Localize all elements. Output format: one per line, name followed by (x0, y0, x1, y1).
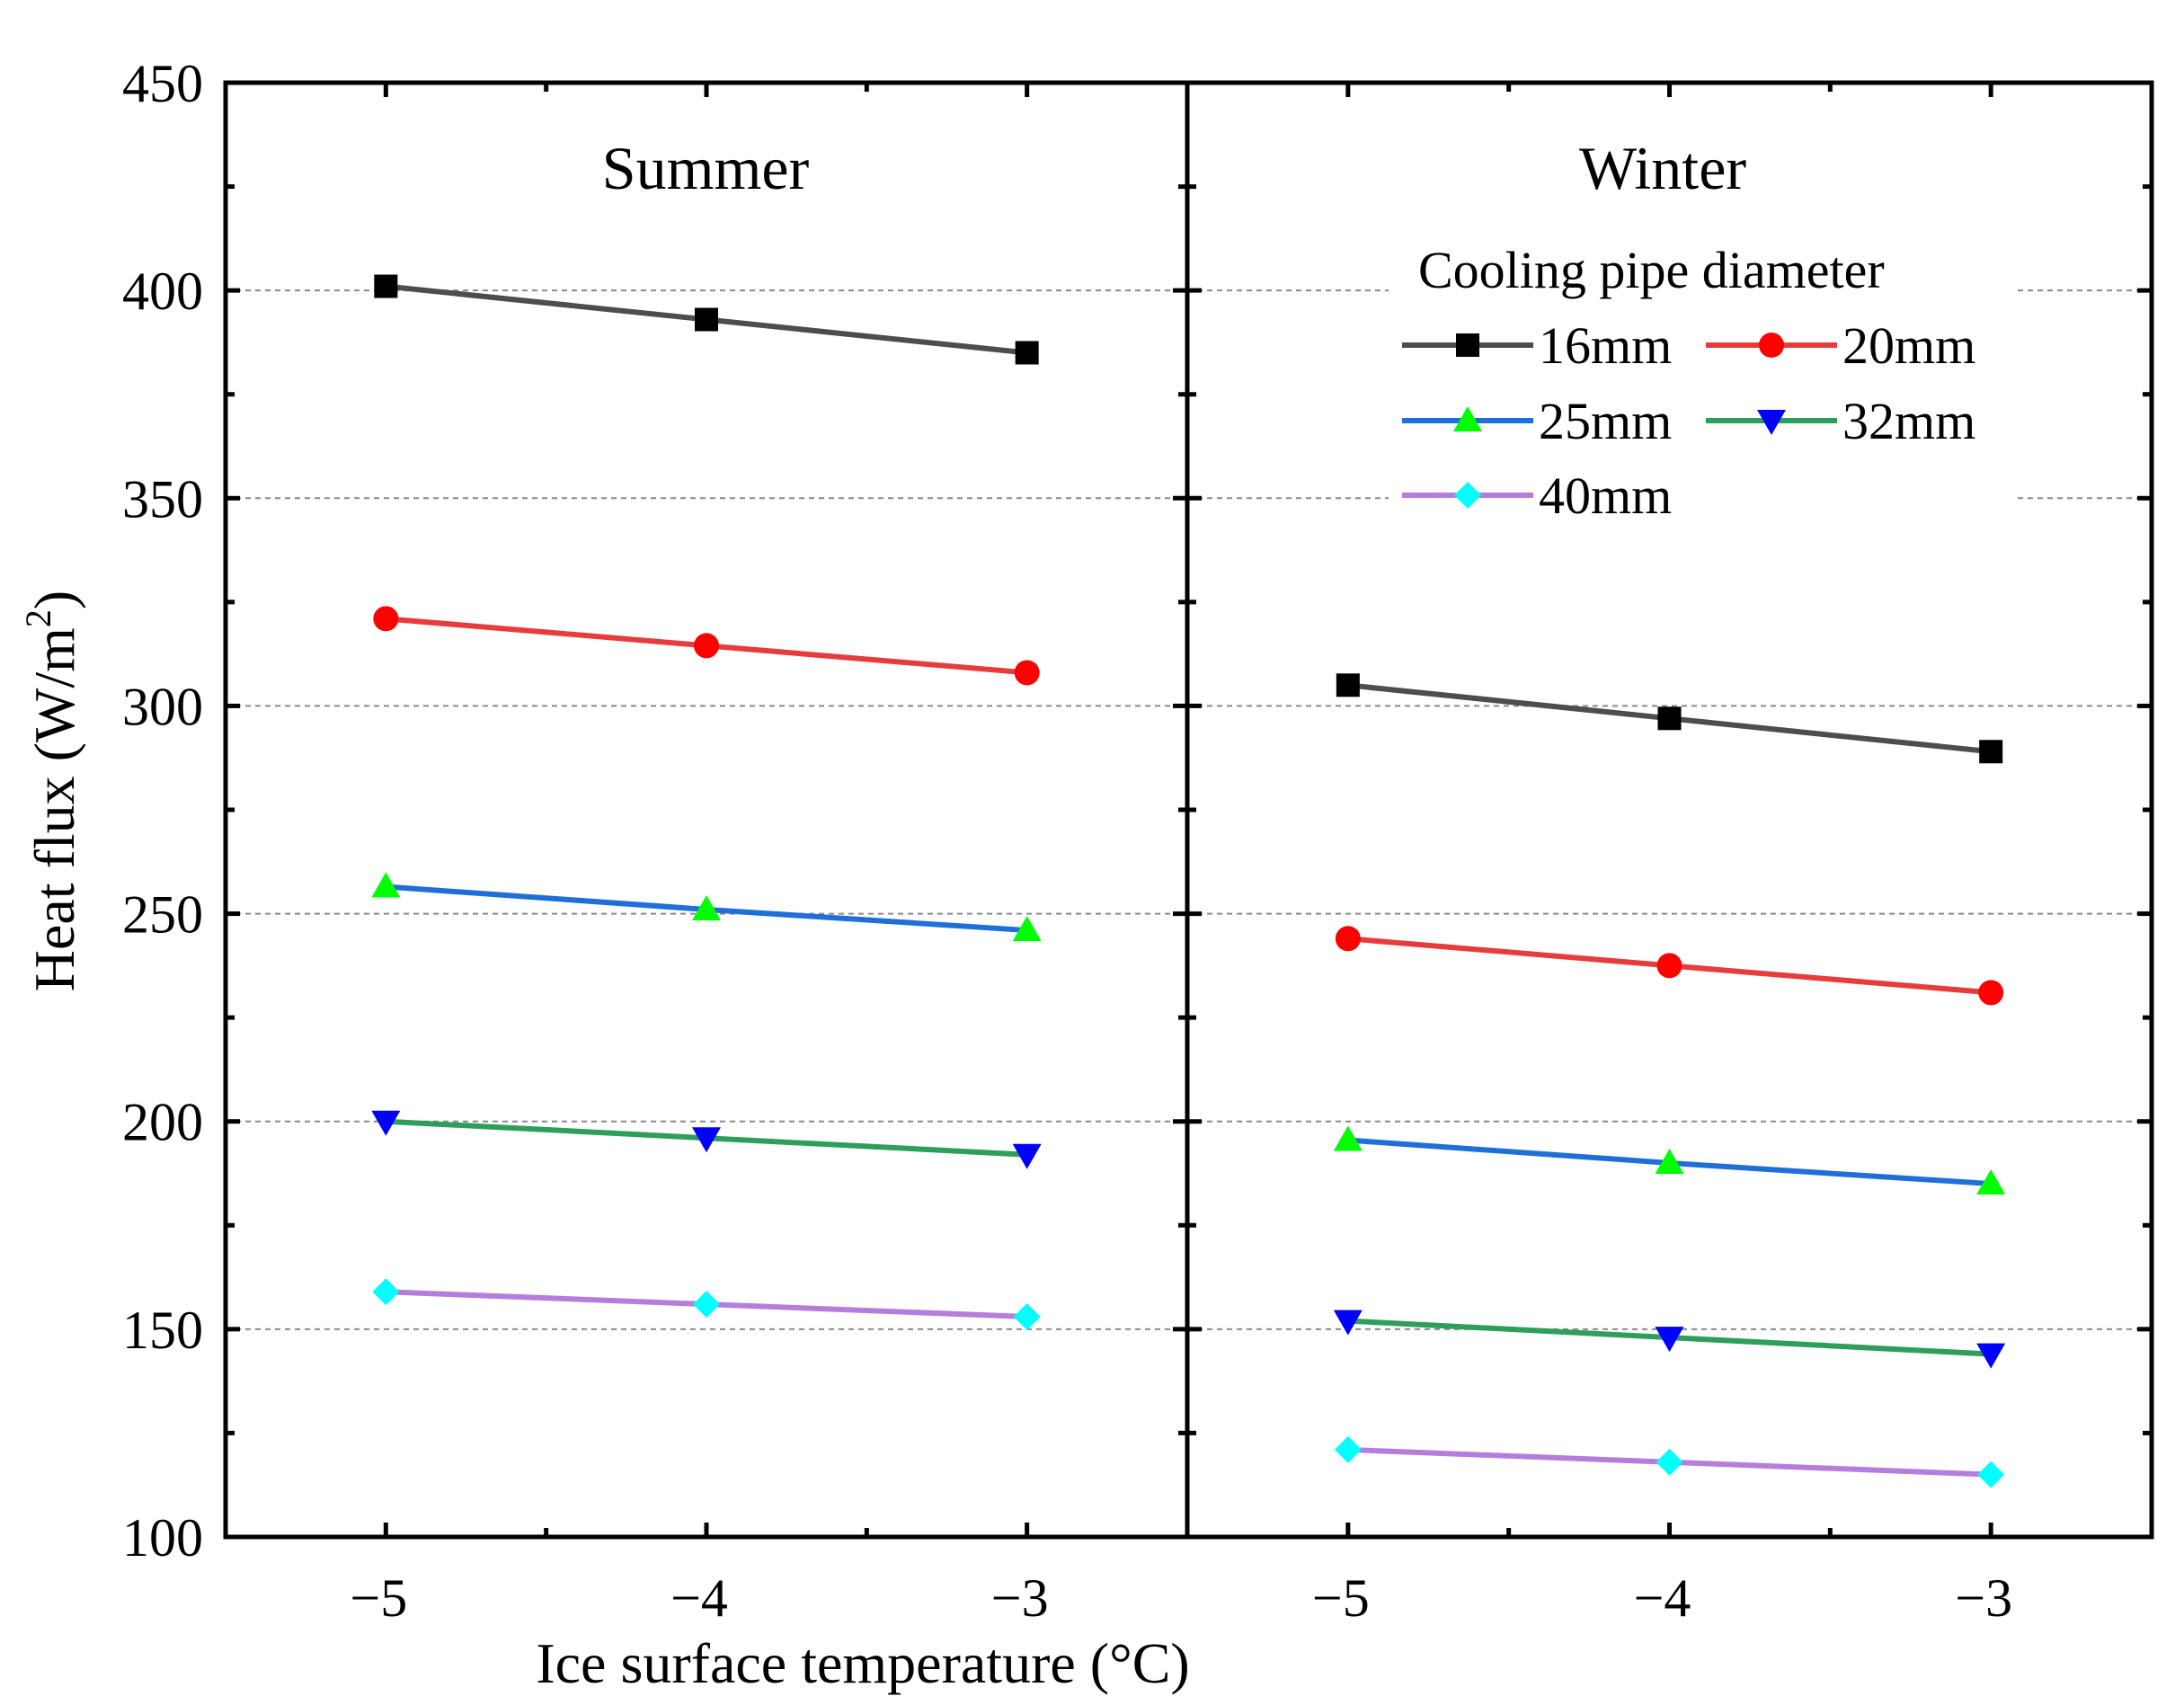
legend-label-32mm: 32mm (1842, 392, 1975, 450)
y-axis-title-superscript: 2 (18, 609, 58, 627)
data-point-32mm-winter (1333, 1310, 1363, 1336)
xtick-label: −3 (991, 1568, 1049, 1628)
data-point-32mm-summer (692, 1127, 721, 1153)
legend: Cooling pipe diameter 16mm 20mm 25mm 32mm 40m… (1389, 229, 2018, 526)
data-point-16mm-summer (695, 307, 718, 332)
xtick-label: −4 (1634, 1568, 1691, 1628)
data-point-16mm-summer (374, 274, 398, 298)
legend-marker-40mm (1454, 482, 1481, 509)
ytick-label: 300 (122, 677, 203, 736)
data-point-25mm-winter (1333, 1125, 1363, 1151)
data-point-25mm-summer (1012, 916, 1042, 942)
data-series (371, 274, 2006, 1488)
data-point-40mm-winter (1977, 1461, 2005, 1488)
data-point-20mm-summer (1014, 660, 1040, 686)
legend-label-25mm: 25mm (1539, 392, 1672, 450)
ytick-label: 400 (122, 262, 203, 321)
data-point-16mm-winter (1657, 706, 1682, 731)
data-point-25mm-summer (692, 894, 721, 920)
ytick-label: 200 (122, 1093, 203, 1152)
data-point-16mm-winter (1979, 740, 2003, 764)
panel-title-winter: Winter (1579, 134, 1746, 202)
data-point-16mm-winter (1336, 673, 1360, 697)
data-point-25mm-winter (1976, 1169, 2006, 1195)
legend-marker-32mm (1757, 410, 1786, 435)
data-point-32mm-summer (1012, 1143, 1042, 1169)
data-point-32mm-winter (1655, 1327, 1684, 1353)
axis-labels: 100 150 200 250 300 350 400 450 −5 −4 −3 −5 −4 −3 Summ… (18, 54, 2012, 1695)
axis-ticks (226, 80, 2152, 1540)
data-point-25mm-summer (371, 872, 401, 898)
ytick-label: 450 (122, 54, 203, 113)
data-point-20mm-winter (1335, 926, 1361, 952)
xtick-label: −5 (1312, 1568, 1370, 1628)
legend-label-40mm: 40mm (1539, 466, 1672, 525)
data-point-20mm-winter (1978, 980, 2004, 1006)
data-point-40mm-summer (693, 1291, 720, 1319)
data-point-40mm-summer (1013, 1302, 1041, 1330)
legend-marker-20mm (1759, 333, 1784, 358)
legend-label-16mm: 16mm (1539, 316, 1672, 375)
data-point-20mm-summer (694, 633, 719, 659)
y-axis-title-main: Heat flux (W/m (22, 627, 86, 991)
y-axis-title-close: ) (22, 591, 86, 609)
legend-marker-16mm (1456, 333, 1479, 357)
grid-lines (226, 289, 2152, 1330)
data-point-32mm-winter (1976, 1343, 2006, 1369)
panel-title-summer: Summer (602, 134, 810, 202)
ytick-label: 150 (122, 1301, 203, 1360)
data-point-20mm-winter (1656, 953, 1682, 979)
data-point-40mm-summer (372, 1278, 400, 1306)
y-axis-title: Heat flux (W/m2) (18, 591, 86, 992)
ytick-label: 100 (122, 1508, 203, 1567)
data-point-16mm-summer (1015, 341, 1039, 365)
data-point-40mm-winter (1334, 1435, 1362, 1463)
legend-title: Cooling pipe diameter (1418, 241, 1885, 299)
ytick-label: 350 (122, 469, 203, 528)
legend-label-20mm: 20mm (1842, 316, 1975, 375)
ytick-label: 250 (122, 885, 203, 945)
xtick-label: −4 (670, 1568, 728, 1628)
xtick-label: −3 (1955, 1568, 2012, 1628)
data-point-25mm-winter (1655, 1148, 1684, 1174)
legend-marker-25mm (1453, 406, 1482, 431)
xtick-label: −5 (350, 1568, 407, 1628)
x-axis-title: Ice surface temperature (°C) (536, 1631, 1189, 1695)
data-point-32mm-summer (371, 1110, 401, 1136)
panel-frame-0 (223, 80, 1190, 1540)
data-point-20mm-summer (373, 606, 399, 632)
data-point-40mm-winter (1656, 1448, 1683, 1476)
legend-background (1389, 229, 2018, 526)
